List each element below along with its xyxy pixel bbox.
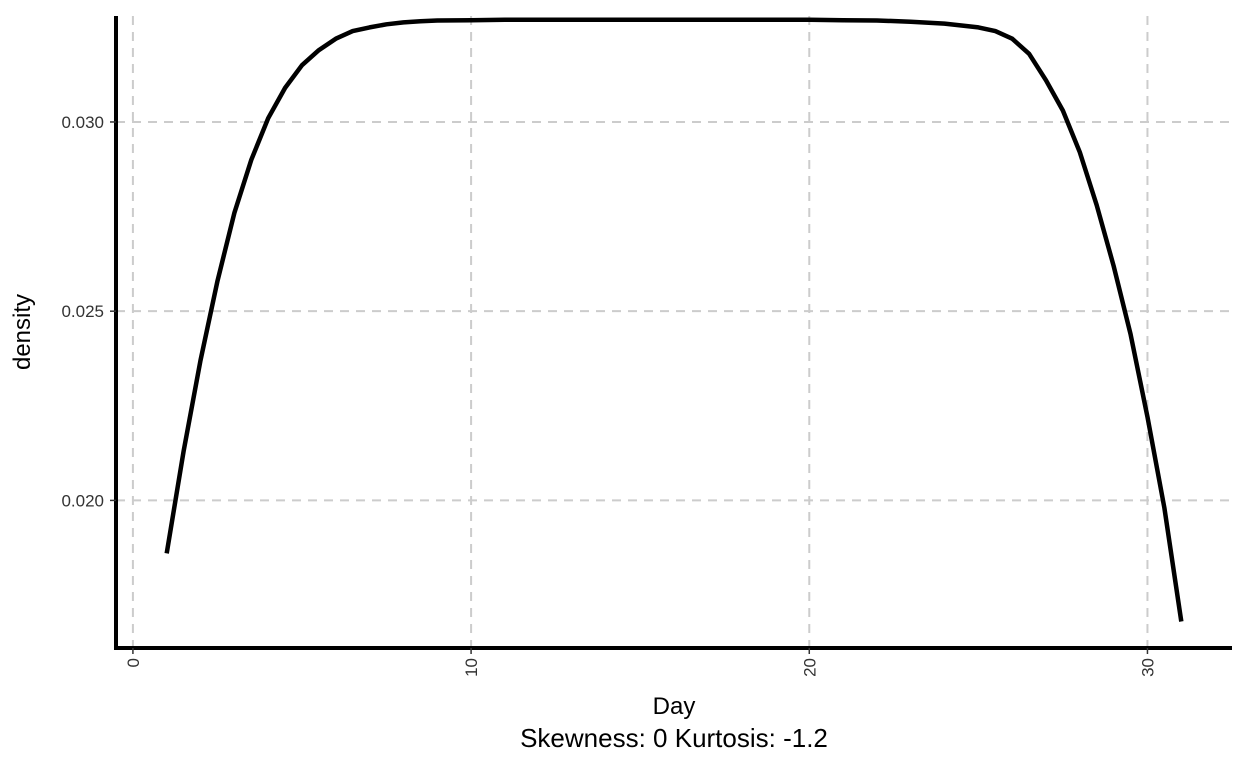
series-lines — [164, 17, 1184, 622]
y-tick-label: 0.020 — [61, 491, 104, 510]
y-tick-label: 0.025 — [61, 302, 104, 321]
density-line — [164, 17, 1184, 622]
x-tick-label: 30 — [1138, 658, 1157, 677]
x-tick-label: 10 — [462, 658, 481, 677]
grid-lines — [116, 16, 1232, 648]
tick-marks — [110, 121, 1149, 654]
x-tick-label: 0 — [124, 658, 143, 667]
y-axis-title: density — [9, 294, 36, 370]
y-tick-label: 0.030 — [61, 113, 104, 132]
chart-caption: Skewness: 0 Kurtosis: -1.2 — [520, 723, 828, 753]
x-axis-title: Day — [653, 693, 696, 720]
tick-labels: 0 10 20 30 0.020 0.025 0.030 — [61, 113, 1157, 677]
x-tick-label: 20 — [800, 658, 819, 677]
